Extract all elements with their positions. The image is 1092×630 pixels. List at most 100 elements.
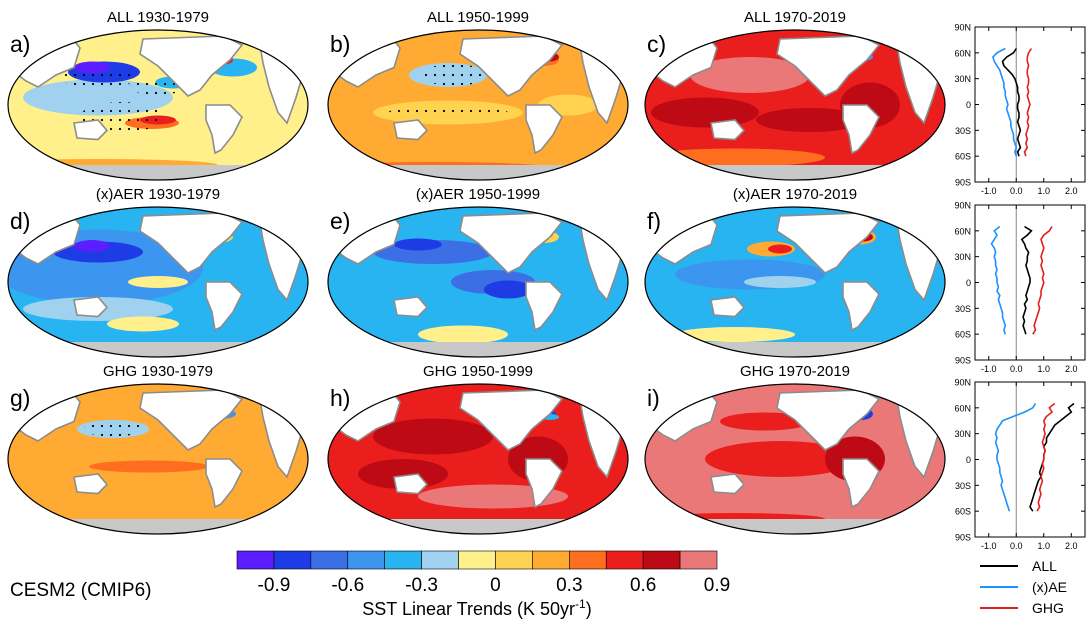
significance-stipple [83, 421, 143, 437]
x-tick-label: 2.0 [1065, 541, 1078, 551]
model-label: CESM2 (CMIP6) [10, 580, 151, 601]
trend-contour [768, 244, 792, 254]
panel-label: g) [10, 385, 30, 411]
colorbar-swatch [605, 550, 644, 570]
x-tick-label: 0.0 [1010, 364, 1023, 374]
profile-plot: 90N 60N 30N 0 30S 60S 90S -1.0 0.0 1.0 2.0 [954, 23, 1086, 196]
map-panel: ALL 1930-1979 a) [7, 9, 309, 181]
profile-line-all [1029, 402, 1075, 512]
map-frame [644, 206, 946, 358]
landmass [776, 389, 881, 451]
significance-stipple [128, 79, 188, 95]
map-frame [7, 206, 309, 358]
panel-label: c) [647, 31, 666, 57]
panel-title: GHG 1970-2019 [740, 363, 850, 380]
profile-line-ghg [1036, 402, 1056, 512]
y-tick-label: 60N [954, 226, 971, 236]
y-tick-label: 60S [955, 507, 971, 517]
colorbar-swatch [273, 550, 312, 570]
trend-contour [74, 240, 110, 252]
landmass [710, 296, 746, 318]
landmass [710, 473, 746, 495]
landmass [459, 389, 564, 451]
landmass [776, 35, 881, 97]
landmass [525, 281, 563, 332]
panel-title: GHG 1930-1979 [103, 363, 213, 380]
x-tick-label: -1.0 [981, 541, 997, 551]
colorbar-swatch [421, 550, 459, 570]
trend-contour [705, 441, 855, 477]
trend-contour [484, 280, 532, 299]
map-frame [644, 29, 946, 181]
map-panel: GHG 1970-2019 i) [644, 363, 946, 535]
y-tick-label: 60S [955, 330, 971, 340]
colorbar-swatch [236, 550, 275, 570]
colorbar-swatch [347, 550, 385, 570]
colorbar-swatch [642, 550, 681, 570]
y-tick-label: 60N [954, 48, 971, 58]
y-tick-label: 60S [955, 152, 971, 162]
map-panel: (x)AER 1930-1979 d) [7, 186, 309, 358]
landmass [393, 473, 429, 495]
colorbar-swatch [679, 550, 718, 570]
profile-line-xae [991, 47, 1018, 157]
landmass [525, 458, 563, 509]
antarctica [8, 165, 308, 180]
landmass [393, 296, 429, 318]
trend-contour [394, 238, 442, 251]
antarctica [328, 519, 628, 534]
profile-line-xae [990, 225, 1007, 335]
colorbar-swatch [495, 550, 533, 570]
panel-title: ALL 1950-1999 [427, 9, 529, 26]
y-tick-label: 0 [966, 100, 971, 110]
significance-stipple [388, 106, 508, 119]
antarctica [8, 519, 308, 534]
map-panel: (x)AER 1950-1999 e) [327, 186, 629, 358]
trend-contour [645, 148, 825, 167]
trend-contour [690, 57, 810, 93]
panel-label: b) [330, 31, 350, 57]
map-frame [7, 383, 309, 535]
x-tick-label: 0.0 [1010, 186, 1023, 196]
panel-label: e) [330, 208, 350, 234]
landmass [139, 212, 244, 274]
map-frame [7, 29, 309, 181]
landmass [842, 104, 880, 155]
significance-stipple [418, 64, 490, 86]
profile-line-ghg [1032, 226, 1053, 335]
y-tick-label: 0 [966, 455, 971, 465]
y-tick-label: 30N [954, 252, 971, 262]
landmass [459, 35, 564, 97]
y-tick-label: 60N [954, 403, 971, 413]
x-tick-label: 1.0 [1037, 541, 1050, 551]
x-tick-label: 2.0 [1065, 364, 1078, 374]
landmass [393, 119, 429, 141]
y-tick-label: 90N [954, 23, 971, 33]
map-panel: GHG 1950-1999 h) [327, 363, 629, 535]
landmass [459, 212, 564, 274]
profile-plot: 90N 60N 30N 0 30S 60S 90S -1.0 0.0 1.0 2.0 [954, 378, 1086, 551]
significance-stipple [59, 69, 137, 87]
colorbar-tick-label: 0.6 [630, 575, 656, 596]
profile-line-all [1020, 225, 1033, 335]
landmass [525, 104, 563, 155]
y-tick-label: 90N [954, 201, 971, 211]
landmass [205, 104, 243, 155]
colorbar-swatch [458, 550, 496, 570]
x-tick-label: 1.0 [1037, 186, 1050, 196]
trend-contour [720, 412, 810, 431]
y-tick-label: 30N [954, 74, 971, 84]
panel-title: (x)AER 1950-1999 [416, 186, 540, 203]
profile-plot: 90N 60N 30N 0 30S 60S 90S -1.0 0.0 1.0 2.0 [954, 201, 1086, 374]
panel-label: i) [647, 385, 660, 411]
map-panel: GHG 1930-1979 g) [7, 363, 309, 535]
colorbar-title: SST Linear Trends (K 50yr-1) [362, 597, 591, 619]
profile-line-xae [994, 403, 1037, 512]
panel-label: a) [10, 31, 30, 57]
antarctica [645, 165, 945, 180]
trend-contour [418, 325, 508, 344]
panel-title: GHG 1950-1999 [423, 363, 533, 380]
trend-contour [373, 418, 493, 455]
landmass [842, 281, 880, 332]
landmass [710, 119, 746, 141]
